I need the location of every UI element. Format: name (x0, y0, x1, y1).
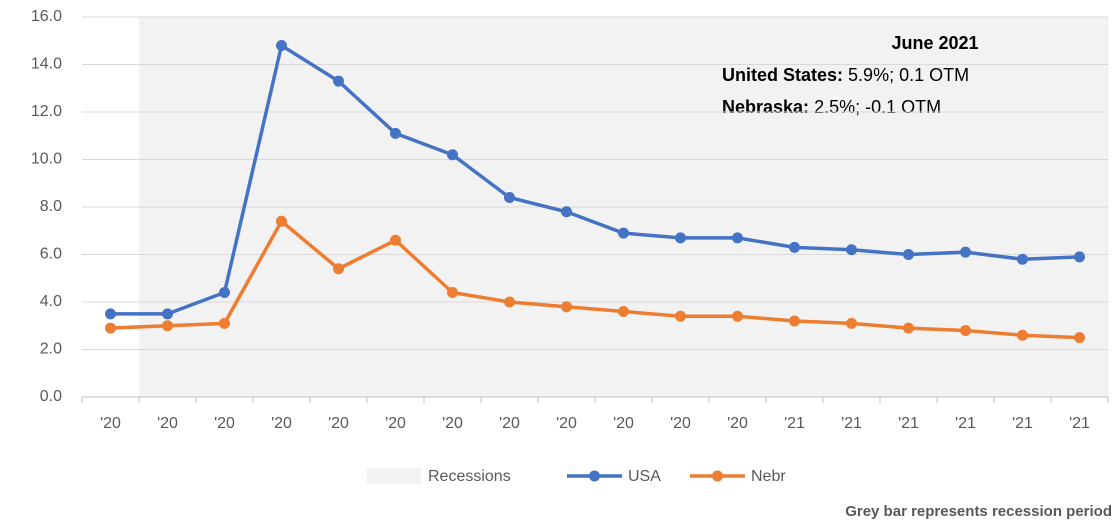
x-tick-label: '21 (955, 415, 976, 432)
y-tick-label: 10.0 (31, 151, 62, 168)
point (390, 234, 401, 246)
legend-label: Recessions (428, 468, 511, 485)
x-tick-label: '20 (157, 415, 178, 432)
point (675, 310, 686, 322)
point (960, 325, 971, 336)
point (1017, 253, 1028, 265)
point (618, 306, 629, 317)
x-tick-label: '21 (898, 415, 919, 432)
x-tick-label: '20 (271, 415, 292, 432)
annotation-label: Nebraska: (722, 97, 809, 117)
point (789, 241, 800, 253)
y-tick-label: 14.0 (31, 56, 62, 73)
y-tick-label: 0.0 (40, 388, 62, 405)
annotation-line: Nebraska: 2.5%; -0.1 OTM (722, 97, 941, 117)
point (903, 322, 914, 334)
series-line (110, 42, 1080, 316)
annotation-label: United States: (722, 65, 843, 85)
x-tick-label: '21 (784, 415, 805, 432)
point (162, 308, 173, 320)
x-tick-label: '20 (499, 415, 520, 432)
annotation-title: June 2021 (891, 33, 978, 53)
y-tick-label: 2.0 (40, 341, 62, 358)
point (1017, 329, 1028, 341)
x-tick-label: '20 (100, 415, 121, 432)
x-tick-label: '20 (670, 415, 691, 432)
point (333, 263, 344, 275)
point (789, 315, 800, 327)
point (732, 232, 743, 244)
y-tick-label: 4.0 (40, 293, 62, 310)
point (1074, 251, 1085, 263)
y-tick-label: 8.0 (40, 198, 62, 215)
point (1074, 332, 1085, 344)
legend-marker (589, 470, 600, 482)
point (276, 40, 287, 51)
x-tick-label: '20 (214, 415, 235, 432)
point (219, 317, 230, 329)
point (618, 227, 629, 239)
point (846, 244, 857, 256)
point (732, 310, 743, 322)
y-tick-label: 12.0 (31, 103, 62, 120)
annotation-line: United States: 5.9%; 0.1 OTM (722, 65, 969, 85)
footnote: Grey bar represents recession period (845, 503, 1112, 520)
point (105, 308, 116, 320)
point (447, 287, 458, 298)
legend-marker (712, 470, 723, 482)
point (276, 215, 287, 227)
point (162, 320, 173, 332)
point (561, 206, 572, 218)
annotation-text: 2.5%; -0.1 OTM (814, 97, 941, 117)
x-tick-label: '21 (841, 415, 862, 432)
x-tick-label: '20 (556, 415, 577, 432)
series-line (110, 218, 1080, 340)
x-tick-label: '20 (613, 415, 634, 432)
point (675, 232, 686, 244)
x-tick-label: '20 (442, 415, 463, 432)
point (504, 192, 515, 203)
point (846, 317, 857, 329)
y-tick-label: 16.0 (31, 8, 62, 25)
point (903, 249, 914, 260)
x-tick-label: '20 (727, 415, 748, 432)
x-tick-label: '20 (328, 415, 349, 432)
x-tick-label: '21 (1069, 415, 1090, 432)
y-tick-label: 6.0 (40, 246, 62, 263)
point (504, 296, 515, 308)
legend-label: Nebr (751, 468, 786, 485)
x-tick-label: '21 (1012, 415, 1033, 432)
point (960, 246, 971, 258)
point (561, 301, 572, 313)
point (333, 75, 344, 87)
x-tick-label: '20 (385, 415, 406, 432)
point (219, 287, 230, 298)
annotation-text: 5.9%; 0.1 OTM (848, 65, 969, 85)
legend-swatch (367, 468, 421, 484)
point (105, 322, 116, 334)
legend-label: USA (628, 468, 661, 485)
point (390, 127, 401, 139)
point (447, 149, 458, 161)
